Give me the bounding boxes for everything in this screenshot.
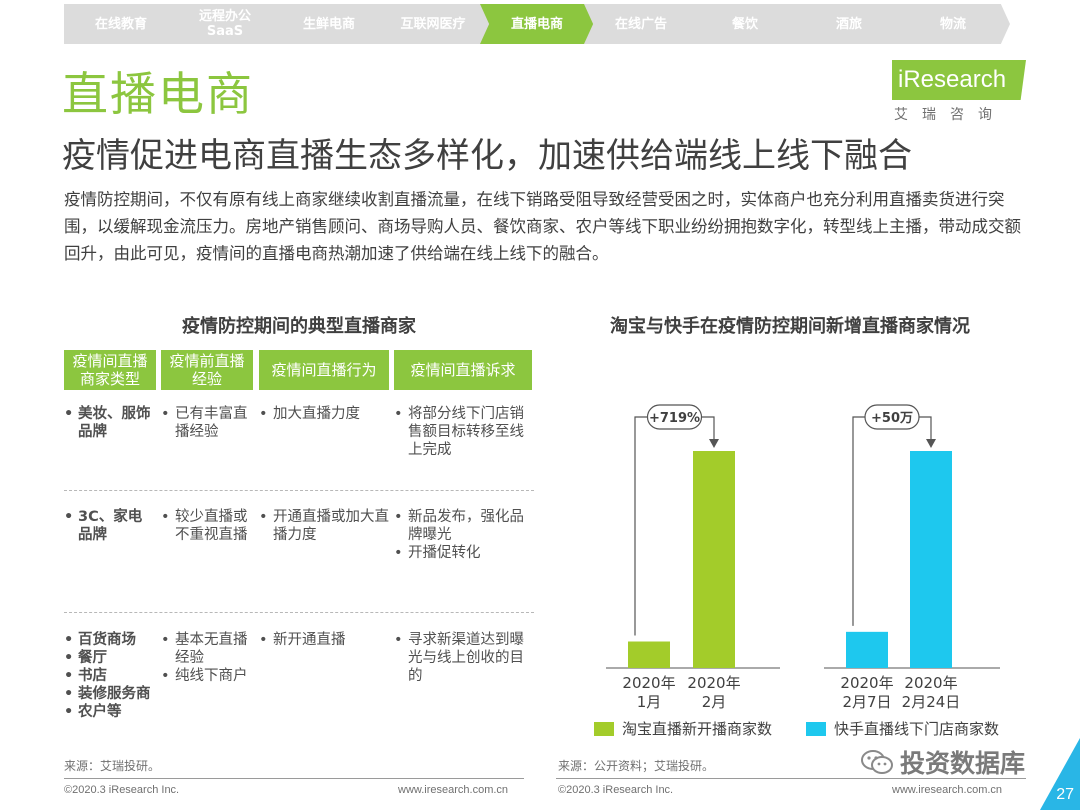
table-cell-item: 寻求新渠道达到曝光与线上创收的目的: [394, 631, 532, 685]
table-cell-experience: 已有丰富直播经验: [161, 405, 253, 441]
annotation-badge: [864, 404, 920, 430]
table-cell-item: 农户等: [64, 703, 156, 721]
bar: [910, 451, 952, 668]
table-cell-experience: 基本无直播经验纯线下商户: [161, 631, 253, 685]
x-tick-label: 2月: [702, 693, 727, 711]
logo-text: iResearch: [892, 60, 1026, 100]
x-tick-label: 2020年: [687, 674, 740, 692]
nav-tab-9[interactable]: 物流: [896, 4, 1010, 44]
legend-item-taobao: 淘宝直播新开播商家数: [594, 718, 772, 739]
table-cell-item: 开播促转化: [394, 544, 532, 562]
table-header-experience: 疫情前直播 经验: [161, 350, 253, 390]
legend-label-kuaishou: 快手直播线下门店商家数: [834, 720, 1000, 738]
table-cell-behavior: 加大直播力度: [259, 405, 389, 423]
top-nav: 在线教育 远程办公 SaaS 生鲜电商 互联网医疗 直播电商 在线广告 餐饮 酒旅 物流: [64, 4, 1016, 44]
page-number: 27: [1056, 786, 1074, 803]
table-cell-type: 百货商场餐厅书店装修服务商农户等: [64, 631, 156, 721]
left-footer-url: www.iresearch.com.cn: [398, 784, 509, 796]
table-cell-item: 已有丰富直播经验: [161, 405, 253, 441]
table-header-behavior: 疫情间直播行为: [259, 350, 389, 390]
iresearch-logo: iResearch 艾瑞咨询: [892, 60, 1032, 123]
legend-label-taobao: 淘宝直播新开播商家数: [622, 720, 773, 738]
section-title: 直播电商: [62, 67, 254, 121]
table-cell-demand: 新品发布，强化品牌曝光开播促转化: [394, 508, 532, 562]
right-footer-url: www.iresearch.com.cn: [892, 784, 1003, 796]
table-cell-item: 新品发布，强化品牌曝光: [394, 508, 532, 544]
table-cell-item: 纯线下商户: [161, 667, 253, 685]
x-tick-label: 2020年: [622, 674, 675, 692]
table-header-demand: 疫情间直播诉求: [394, 350, 532, 390]
table-cell-item: 书店: [64, 667, 156, 685]
table-cell-item: 较少直播或不重视直播: [161, 508, 253, 544]
table-cell-behavior: 新开通直播: [259, 631, 389, 649]
annotation-arrowhead: [926, 439, 936, 448]
intro-paragraph: 疫情防控期间，不仅有原有线上商家继续收割直播流量，在线下销路受阻导致经营受困之时…: [64, 190, 1021, 263]
left-footer-line: [64, 778, 524, 779]
nav-tab-7[interactable]: 餐饮: [688, 4, 802, 44]
page-subtitle: 疫情促进电商直播生态多样化，加速供给端线上线下融合: [62, 136, 912, 176]
bar: [846, 631, 888, 668]
table-cell-item: 将部分线下门店销售额目标转移至线上完成: [394, 405, 532, 459]
table-cell-item: 基本无直播经验: [161, 631, 253, 667]
annotation-label: +50万: [871, 411, 913, 426]
table-cell-item: 加大直播力度: [259, 405, 389, 423]
bar: [628, 641, 670, 668]
table-cell-type: 美妆、服饰品牌: [64, 405, 156, 441]
table-row-divider: [64, 612, 534, 613]
right-footer-copyright: ©2020.3 iResearch Inc.: [558, 784, 674, 796]
logo-subtext: 艾瑞咨询: [894, 107, 1006, 123]
annotation-arrowhead: [709, 439, 719, 448]
table-header-type: 疫情间直播 商家类型: [64, 350, 156, 390]
table-cell-type: 3C、家电品牌: [64, 508, 156, 544]
annotation-badge: [646, 404, 703, 430]
table-row-divider: [64, 490, 534, 491]
table-title: 疫情防控期间的典型直播商家: [182, 316, 416, 337]
legend-swatch-kuaishou: [806, 721, 826, 736]
x-tick-label: 2月7日: [842, 693, 891, 711]
x-tick-label: 1月: [637, 693, 662, 711]
nav-tab-2[interactable]: 远程办公 SaaS: [168, 4, 282, 44]
annotation-label: +719%: [649, 411, 700, 426]
nav-tab-1[interactable]: 在线教育: [64, 4, 178, 44]
nav-tab-4[interactable]: 互联网医疗: [376, 4, 490, 44]
left-footer-copyright: ©2020.3 iResearch Inc.: [64, 784, 180, 796]
table-cell-item: 装修服务商: [64, 685, 156, 703]
table-cell-item: 开通直播或加大直播力度: [259, 508, 389, 544]
wechat-watermark: 投资数据库: [860, 744, 1025, 780]
wechat-icon: [861, 750, 893, 774]
table-cell-item: 餐厅: [64, 649, 156, 667]
x-tick-label: 2月24日: [902, 693, 961, 711]
legend-swatch-taobao: [594, 721, 614, 736]
table-cell-item: 3C、家电品牌: [64, 508, 156, 544]
nav-tab-6[interactable]: 在线广告: [584, 4, 698, 44]
table-cell-item: 美妆、服饰品牌: [64, 405, 156, 441]
bar: [693, 451, 735, 668]
chart-title: 淘宝与快手在疫情防控期间新增直播商家情况: [610, 316, 970, 337]
table-cell-behavior: 开通直播或加大直播力度: [259, 508, 389, 544]
watermark-text: 投资数据库: [900, 749, 1026, 778]
nav-tab-5[interactable]: 直播电商: [480, 4, 594, 44]
x-tick-label: 2020年: [904, 674, 957, 692]
table-cell-demand: 寻求新渠道达到曝光与线上创收的目的: [394, 631, 532, 685]
nav-tab-8[interactable]: 酒旅: [792, 4, 906, 44]
table-cell-item: 新开通直播: [259, 631, 389, 649]
nav-tab-3[interactable]: 生鲜电商: [272, 4, 386, 44]
right-footer-line: [556, 778, 1026, 779]
table-cell-item: 百货商场: [64, 631, 156, 649]
table-cell-experience: 较少直播或不重视直播: [161, 508, 253, 544]
bar-chart: 2020年1月2020年2月+719%2020年2月7日2020年2月24日+5…: [606, 404, 1000, 711]
x-tick-label: 2020年: [840, 674, 893, 692]
left-source: 来源：艾瑞投研。: [64, 759, 161, 773]
legend-item-kuaishou: 快手直播线下门店商家数: [806, 718, 999, 739]
right-source: 来源：公开资料；艾瑞投研。: [558, 759, 715, 773]
table-cell-demand: 将部分线下门店销售额目标转移至线上完成: [394, 405, 532, 459]
